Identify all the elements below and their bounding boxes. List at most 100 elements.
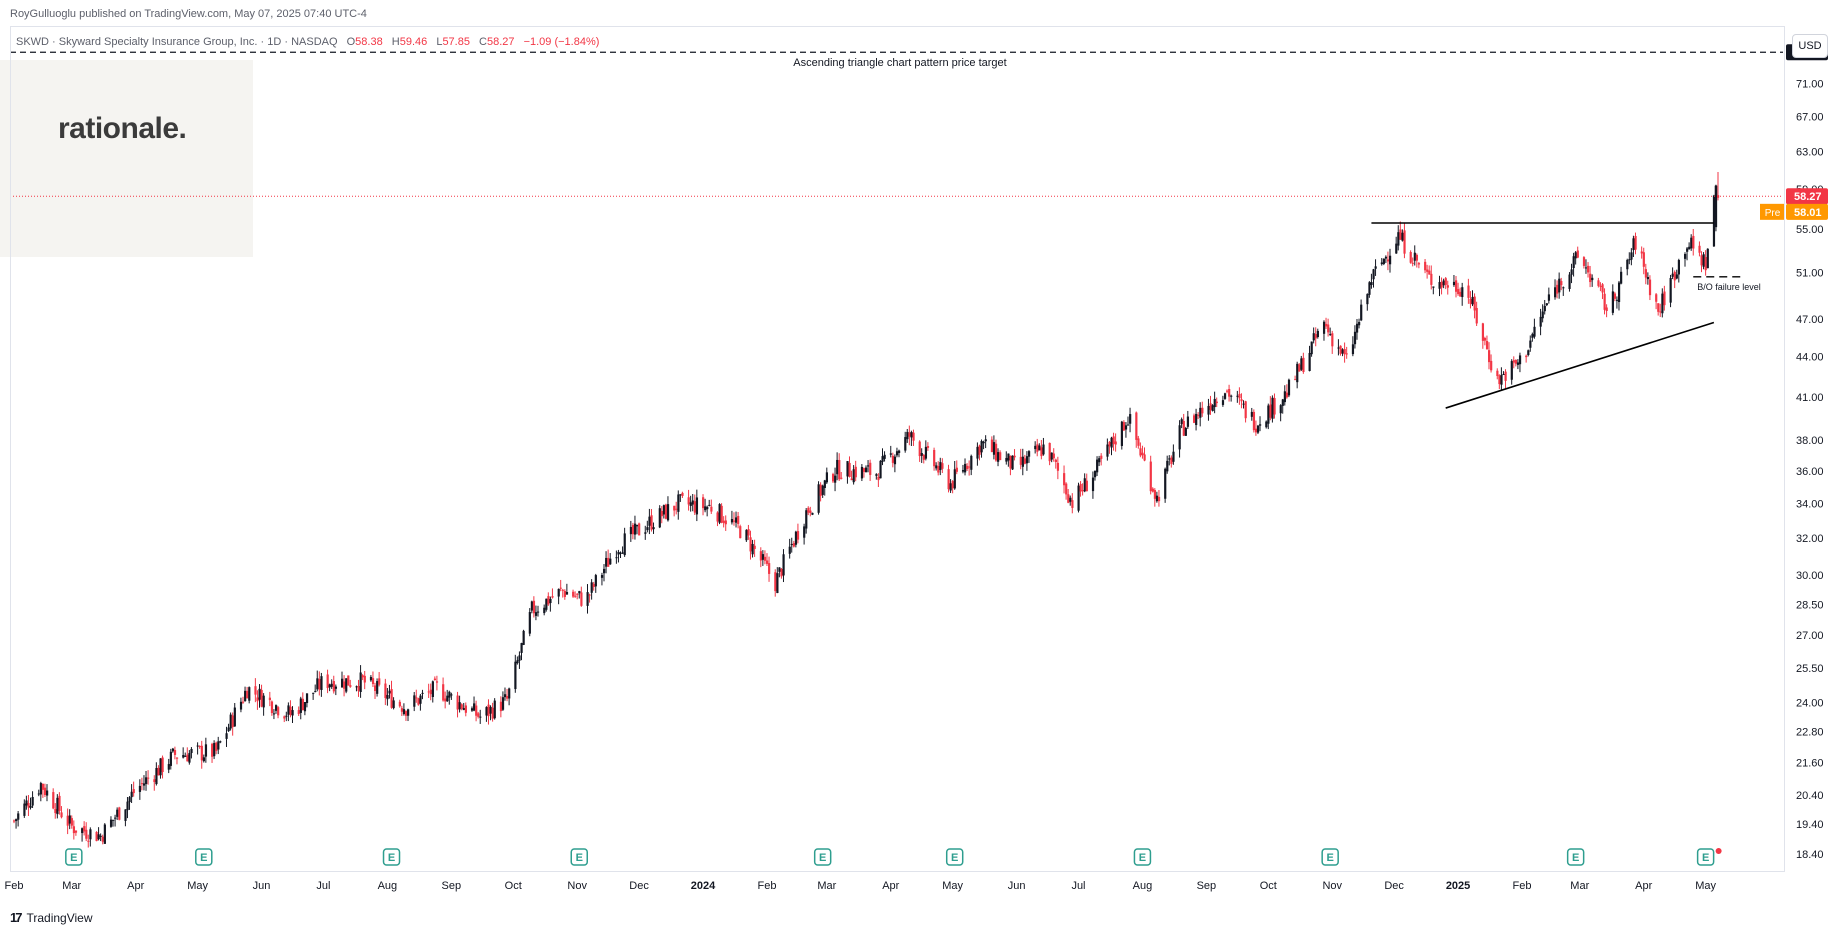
candle-body — [1279, 405, 1282, 414]
candle-body — [83, 826, 86, 832]
candle-body — [636, 524, 639, 527]
candle-body — [1081, 490, 1084, 492]
candle-body — [1034, 445, 1037, 450]
candle-body — [347, 675, 350, 686]
candle-body — [1634, 235, 1637, 250]
candle-body — [1302, 357, 1305, 372]
candle-body — [1129, 414, 1132, 424]
candle-body — [404, 711, 408, 716]
earnings-marker-label: E — [1326, 852, 1333, 864]
candle-body — [1632, 238, 1635, 251]
candle-body — [1316, 330, 1319, 338]
candle-body — [29, 805, 32, 808]
candle-body — [1399, 229, 1402, 240]
candle-body — [1556, 284, 1559, 294]
candle-body — [1201, 407, 1204, 414]
candle-body — [1040, 447, 1043, 457]
candle-body — [1409, 251, 1412, 263]
candle-body — [407, 709, 410, 716]
candle-body — [227, 727, 230, 732]
candle-body — [270, 701, 274, 714]
tradingview-footer[interactable]: 17 TradingView — [10, 910, 93, 925]
candle-body — [318, 678, 321, 690]
candle-body — [693, 501, 696, 513]
candle-body — [1038, 445, 1041, 451]
candle-body — [1226, 390, 1229, 392]
candle-body — [1700, 255, 1703, 266]
earnings-marker-label: E — [576, 852, 583, 864]
candle-body — [1655, 294, 1658, 302]
currency-button[interactable]: USD — [1792, 34, 1828, 58]
tradingview-brand: TradingView — [26, 911, 93, 925]
candle-body — [1683, 254, 1687, 259]
candle-body — [147, 777, 150, 779]
candle-body — [1374, 266, 1377, 269]
candle-body — [1298, 364, 1301, 372]
y-tick-label: 47.00 — [1796, 314, 1824, 326]
premarket-tag-label: Pre — [1765, 208, 1781, 219]
candle-body — [27, 803, 30, 808]
candle-body — [487, 704, 490, 717]
candle-body — [97, 834, 100, 840]
candle-body — [961, 470, 965, 472]
candle-body — [17, 813, 20, 820]
candle-body — [186, 754, 189, 762]
candle-body — [545, 598, 548, 610]
candle-body — [623, 533, 626, 556]
candle-body — [118, 807, 121, 820]
candle-body — [854, 466, 857, 478]
earnings-marker-label: E — [951, 852, 958, 864]
candle-body — [155, 768, 158, 785]
candle-body — [543, 607, 546, 614]
y-tick-label: 19.40 — [1796, 819, 1824, 831]
candle-body — [1215, 401, 1218, 404]
candle-body — [867, 465, 870, 467]
candle-body — [1485, 341, 1489, 350]
candle-body — [415, 697, 418, 699]
candle-body — [532, 600, 536, 614]
candle-body — [200, 745, 203, 761]
candle-body — [1368, 282, 1371, 295]
candle-body — [477, 713, 480, 717]
candle-body — [369, 677, 373, 681]
candle-body — [1052, 453, 1055, 459]
x-tick-label: Mar — [1570, 880, 1589, 892]
candle-body — [1372, 269, 1375, 280]
candle-body — [277, 707, 280, 716]
x-tick-label: Apr — [127, 880, 144, 892]
candle-body — [427, 691, 430, 693]
candle-body — [1312, 333, 1315, 341]
candle-body — [241, 701, 245, 703]
candle-body — [1527, 350, 1530, 356]
symbol-legend[interactable]: SKWD · Skyward Specialty Insurance Group… — [16, 36, 599, 48]
candle-body — [330, 683, 333, 687]
candle-body — [1178, 425, 1181, 450]
candle-body — [1500, 374, 1503, 385]
candle-body — [761, 554, 765, 560]
candle-body — [1182, 420, 1185, 436]
candle-body — [904, 437, 907, 451]
candle-body — [1411, 262, 1414, 264]
candle-body — [739, 526, 742, 539]
candle-body — [138, 785, 142, 792]
candle-body — [1211, 405, 1214, 411]
candle-body — [112, 819, 115, 821]
x-tick-label: Nov — [1322, 880, 1342, 892]
candle-body — [1079, 483, 1082, 492]
candle-body — [941, 463, 944, 469]
candle-body — [312, 692, 315, 694]
candle-body — [289, 706, 292, 716]
earnings-marker-label: E — [388, 852, 395, 864]
x-tick-label: Mar — [62, 880, 81, 892]
candle-body — [1628, 259, 1631, 261]
candle-body — [15, 819, 18, 822]
y-tick-label: 18.40 — [1796, 849, 1824, 861]
candle-body — [1236, 395, 1239, 397]
candle-body — [666, 504, 670, 521]
candle-body — [398, 701, 401, 707]
candle-body — [376, 681, 379, 694]
candle-body — [1504, 371, 1507, 381]
candle-body — [1572, 256, 1575, 269]
candle-body — [1271, 397, 1274, 419]
